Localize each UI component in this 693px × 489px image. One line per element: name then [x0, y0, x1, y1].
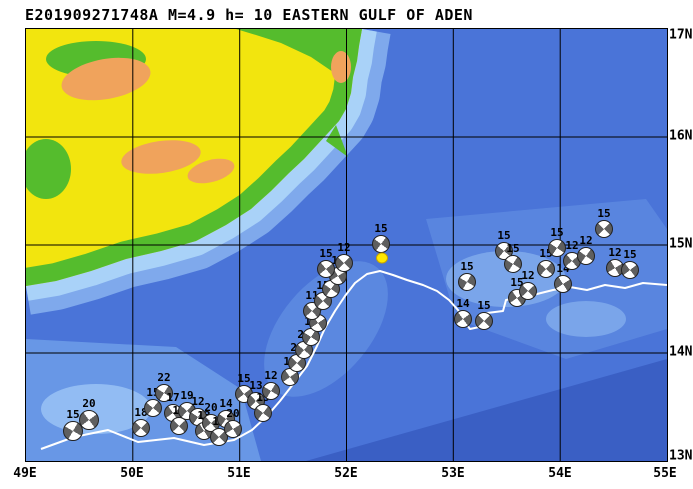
event-depth-label: 17 — [166, 391, 180, 404]
focal-mechanism-ball — [63, 421, 83, 441]
event-depth-label: 15 — [597, 207, 611, 220]
event-depth-label: 12 — [608, 246, 622, 259]
event-depth-label: 20 — [82, 397, 96, 410]
plate-boundary-line — [40, 270, 667, 450]
focal-mechanism-ball — [335, 254, 353, 272]
highlighted-event-marker — [376, 252, 388, 264]
lon-label-55e: 55E — [653, 466, 677, 481]
event-depth-label: 20 — [204, 401, 218, 414]
lon-label-54e: 54E — [548, 466, 572, 481]
event-depth-label: 15 — [539, 247, 553, 260]
focal-mechanism-ball — [454, 310, 472, 328]
event-depth-label: 22 — [157, 371, 171, 384]
focal-mechanism-ball — [224, 420, 242, 438]
land-vegetation — [26, 29, 362, 286]
event-depth-label: 15 — [550, 226, 564, 239]
lat-label-13n: 13N — [669, 448, 693, 464]
lat-label-15n: 15N — [669, 236, 693, 252]
lon-label-49e: 49E — [13, 466, 37, 481]
event-depth-label: 15 — [506, 242, 520, 255]
focal-mechanism-ball — [144, 399, 162, 417]
event-depth-label: 15 — [460, 260, 474, 273]
focal-mechanism-ball — [155, 384, 173, 402]
focal-mechanism-ball — [548, 239, 566, 257]
focal-mechanism-ball — [79, 410, 99, 430]
map-canvas — [26, 29, 667, 461]
event-depth-label: 12 — [337, 241, 351, 254]
grid-lines — [26, 29, 667, 461]
focal-mechanism-ball — [577, 247, 595, 265]
event-depth-label: 11 — [305, 289, 319, 302]
event-depth-label: 15 — [497, 229, 511, 242]
lon-label-52e: 52E — [334, 466, 358, 481]
event-depth-label: 15 — [256, 391, 270, 404]
ocean-deep-patch — [306, 359, 667, 461]
event-depth-label: 12 — [191, 395, 205, 408]
event-depth-label: 15 — [237, 372, 251, 385]
focal-mechanism-ball — [504, 255, 522, 273]
map: 1520181522171119121320101420151315121820… — [25, 28, 668, 462]
event-depth-label: 18 — [134, 406, 148, 419]
focal-mechanism-ball — [458, 273, 476, 291]
event-depth-label: 12 — [565, 239, 579, 252]
focal-mechanism-ball — [132, 419, 150, 437]
focal-mechanism-ball — [210, 428, 228, 446]
focal-mechanism-ball — [621, 261, 639, 279]
event-depth-label: 15 — [477, 299, 491, 312]
event-depth-label: 12 — [264, 369, 278, 382]
lon-label-51e: 51E — [227, 466, 251, 481]
event-depth-label: 15 — [319, 247, 333, 260]
focal-mechanism-ball — [537, 260, 555, 278]
event-depth-label: 12 — [579, 234, 593, 247]
focal-mechanism-ball — [372, 235, 390, 253]
focal-mechanism-ball — [170, 417, 188, 435]
focal-mechanism-ball — [254, 404, 272, 422]
focal-mechanism-ball — [595, 220, 613, 238]
focal-mechanism-ball — [262, 382, 280, 400]
cape — [326, 125, 348, 157]
lat-label-16n: 16N — [669, 128, 693, 144]
lat-label-17n: 17N — [669, 27, 693, 43]
event-depth-label: 19 — [180, 389, 194, 402]
lon-label-53e: 53E — [441, 466, 465, 481]
focal-mechanism-ball — [519, 282, 537, 300]
event-depth-label: 20 — [226, 407, 240, 420]
event-layer: 1520181522171119121320101420151315121820… — [26, 29, 667, 461]
event-depth-label: 14 — [456, 297, 470, 310]
event-depth-label: 15 — [66, 408, 80, 421]
focal-mechanism-ball — [554, 275, 572, 293]
event-depth-label: 14 — [556, 262, 570, 275]
event-depth-label: 15 — [623, 248, 637, 261]
event-depth-label: 12 — [521, 269, 535, 282]
lat-label-14n: 14N — [669, 344, 693, 360]
event-depth-label: 13 — [249, 379, 263, 392]
ocean-light-patches — [26, 199, 667, 461]
land-highlands — [61, 51, 351, 184]
event-depth-label: 14 — [219, 397, 233, 410]
event-depth-label: 15 — [146, 386, 160, 399]
focal-mechanism-ball — [475, 312, 493, 330]
focal-mechanism-ball — [317, 260, 335, 278]
lon-label-50e: 50E — [120, 466, 144, 481]
event-title: E201909271748A M=4.9 h= 10 EASTERN GULF … — [25, 6, 473, 24]
event-depth-label: 15 — [510, 276, 524, 289]
event-depth-label: 15 — [374, 222, 388, 235]
